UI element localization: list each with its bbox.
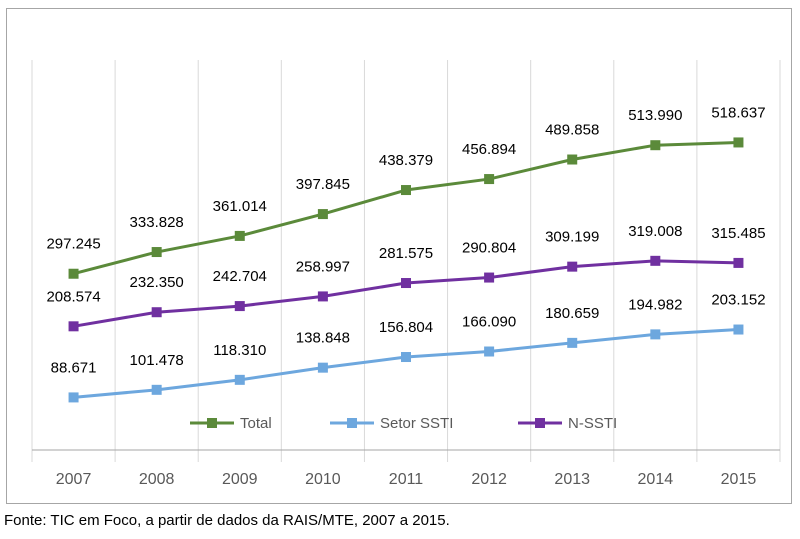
data-label: 194.982: [628, 296, 682, 313]
data-label: 242.704: [213, 268, 267, 285]
data-label: 208.574: [46, 288, 100, 305]
data-label: 258.997: [296, 258, 350, 275]
data-label: 518.637: [711, 104, 765, 121]
data-label: 118.310: [213, 342, 266, 359]
legend-swatch-marker: [347, 418, 357, 428]
data-label: 361.014: [213, 198, 267, 215]
x-tick-label: 2013: [554, 471, 590, 488]
data-label: 166.090: [462, 314, 516, 331]
data-label: 315.485: [711, 225, 765, 242]
x-tick-label: 2007: [56, 471, 92, 488]
data-point: [68, 321, 79, 332]
legend-label: N-SSTI: [568, 415, 617, 432]
data-point: [317, 209, 328, 220]
data-label: 101.478: [130, 352, 184, 369]
data-label: 138.848: [296, 330, 350, 347]
data-label: 290.804: [462, 240, 516, 257]
data-point: [733, 257, 744, 268]
data-point: [317, 291, 328, 302]
data-label: 319.008: [628, 223, 682, 240]
data-label: 309.199: [545, 229, 599, 246]
data-point: [567, 154, 578, 165]
data-point: [401, 278, 411, 289]
x-tick-label: 2015: [721, 471, 757, 488]
x-tick-label: 2009: [222, 471, 258, 488]
data-label: 456.894: [462, 141, 516, 158]
data-label: 397.845: [296, 176, 350, 193]
legend-swatch-marker: [535, 418, 545, 428]
data-point: [151, 307, 162, 318]
data-point: [484, 174, 495, 185]
data-point: [68, 392, 79, 403]
data-label: 333.828: [130, 214, 184, 231]
data-point: [234, 230, 245, 241]
data-point: [733, 137, 744, 148]
x-tick-label: 2008: [139, 471, 175, 488]
data-point: [151, 384, 162, 395]
data-label: 513.990: [628, 107, 682, 124]
data-point: [650, 329, 661, 340]
data-label: 489.858: [545, 122, 599, 139]
data-point: [650, 255, 661, 266]
data-point: [567, 337, 578, 348]
data-point: [234, 374, 245, 385]
data-label: 438.379: [379, 152, 433, 169]
legend-label: Setor SSTI: [380, 415, 453, 432]
data-point: [317, 362, 328, 373]
data-label: 232.350: [130, 274, 184, 291]
data-point: [401, 185, 411, 196]
data-label: 180.659: [545, 305, 599, 322]
source-note: Fonte: TIC em Foco, a partir de dados da…: [4, 512, 450, 529]
data-label: 88.671: [51, 359, 97, 376]
series-line: [73, 259, 739, 328]
data-label: 281.575: [379, 245, 433, 262]
x-tick-label: 2010: [305, 471, 341, 488]
data-label: 203.152: [711, 292, 765, 309]
data-point: [234, 301, 245, 312]
x-tick-label: 2011: [389, 471, 424, 488]
data-label: 297.245: [46, 236, 100, 253]
data-point: [68, 268, 79, 279]
data-point: [151, 247, 162, 258]
data-point: [733, 324, 744, 335]
data-point: [567, 261, 578, 272]
x-tick-label: 2014: [638, 471, 674, 488]
x-tick-label: 2012: [471, 471, 507, 488]
data-point: [484, 346, 495, 357]
data-point: [401, 352, 411, 363]
data-point: [650, 140, 661, 151]
legend-swatch-marker: [207, 418, 217, 428]
line-chart: 2007 2008 2009 2010 2011 2012 2013 2014 2015 297.…: [31, 60, 781, 488]
legend-label: Total: [240, 415, 272, 432]
data-label: 156.804: [379, 319, 433, 336]
data-point: [484, 272, 495, 283]
